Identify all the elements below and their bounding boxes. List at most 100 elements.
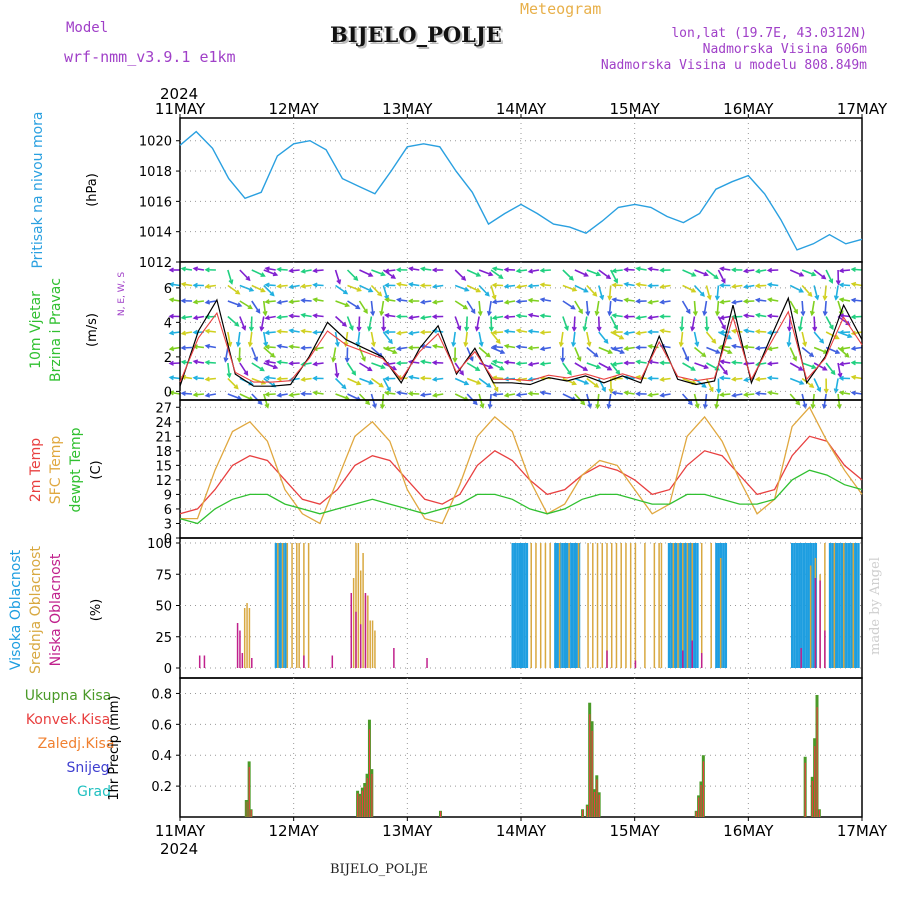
- wind-arrow: [811, 393, 815, 409]
- cloud-mid-bar: [535, 543, 537, 668]
- wind-arrow: [465, 316, 468, 331]
- wind-arrow: [359, 269, 373, 277]
- cloud-mid-bar: [824, 543, 826, 668]
- wind-arrow-head: [431, 392, 438, 398]
- wind-arrow: [334, 362, 339, 377]
- wind-arrow: [851, 268, 863, 271]
- wind-arrow-head: [659, 284, 665, 290]
- wind-arrow: [660, 393, 671, 397]
- temp-ytick-label: 6: [164, 503, 172, 518]
- wind-arrow-head: [262, 310, 268, 317]
- cloud-axis-label-low: Niska Oblacnost: [48, 553, 64, 666]
- wind-arrow-head: [838, 390, 845, 396]
- wind-arrow-head: [635, 330, 641, 336]
- wind-arrow-head: [718, 375, 725, 381]
- cloud-mid-bar: [298, 543, 300, 668]
- wind-arrow: [612, 314, 623, 318]
- wind-arrow-head: [479, 403, 485, 409]
- wind-arrow-head: [276, 299, 282, 305]
- wind-arrow: [586, 300, 589, 316]
- cloud-high-bar: [575, 543, 578, 668]
- wind-arrow-head: [754, 283, 761, 289]
- wind-arrow: [301, 284, 312, 288]
- wind-arrow: [756, 392, 767, 395]
- cloud-mid-bar: [809, 565, 812, 668]
- wind-arrow: [660, 377, 671, 381]
- wind-arrow-head: [623, 390, 629, 396]
- wind-arrow-head: [180, 281, 187, 287]
- wind-arrow: [181, 283, 193, 287]
- wind-arrow-head: [300, 283, 306, 289]
- precip-conv-bar: [593, 791, 596, 817]
- wind-arrow-head: [714, 311, 721, 317]
- cloud-low-bar: [331, 655, 334, 668]
- wind-arrow: [574, 347, 582, 361]
- cloud-mid-bar: [596, 543, 599, 668]
- wind-arrow: [660, 284, 671, 288]
- wind-arrow-head: [384, 268, 390, 274]
- wind-arrow-head: [395, 360, 402, 366]
- wind-arrow: [181, 267, 193, 271]
- wind-arrow-head: [288, 268, 294, 274]
- wind-arrow: [744, 346, 755, 349]
- bottom-xtick-label: 13MAY: [382, 822, 433, 840]
- wind-arrow-head: [247, 341, 253, 348]
- wind-arrow: [516, 269, 528, 272]
- meteogram-label: Meteogram: [520, 0, 602, 18]
- wind-arrow: [505, 393, 516, 397]
- wind-arrow: [624, 268, 635, 271]
- wind-arrow-head: [699, 291, 705, 297]
- wind-arrow: [694, 362, 708, 369]
- cloud-high-bar: [518, 543, 522, 668]
- wind-arrow-head: [344, 357, 350, 363]
- wind-arrow-head: [721, 324, 726, 331]
- wind-arrow-head: [834, 334, 840, 340]
- wind-arrow: [682, 284, 696, 293]
- wind-arrow-head: [312, 268, 318, 274]
- wind-arrow: [789, 377, 804, 385]
- temp-unit: (C): [89, 460, 104, 479]
- wind-arrow-head: [603, 338, 609, 345]
- cloud-mid-bar: [303, 543, 305, 668]
- wind-arrow: [370, 377, 384, 388]
- wind-arrow-head: [276, 266, 282, 273]
- wind-arrow: [636, 331, 647, 335]
- wind-arrow-head: [719, 315, 725, 321]
- wind-arrow: [371, 269, 385, 276]
- wind-arrow: [347, 284, 361, 292]
- wind-arrow-head: [264, 315, 270, 321]
- wind-arrow: [301, 299, 312, 302]
- wind-arrow: [359, 284, 373, 293]
- wind-arrow: [409, 360, 420, 364]
- wind-arrow: [596, 393, 600, 409]
- cloud-mid-bar: [615, 543, 618, 668]
- wind-arrow: [263, 346, 275, 358]
- wind-arrow-head: [488, 271, 494, 277]
- wind-arrow-head: [834, 349, 841, 355]
- wind-arrow-head: [611, 297, 617, 303]
- model-label: Model: [66, 20, 109, 36]
- wind-arrow-head: [679, 326, 685, 332]
- wind-arrow: [574, 393, 585, 405]
- wind-arrow-head: [539, 329, 545, 336]
- wind-arrow: [466, 393, 478, 405]
- cloud-high-bar: [554, 543, 557, 668]
- wind-arrow: [260, 316, 265, 331]
- wind-arrow-head: [499, 349, 506, 354]
- wind-arrow: [787, 331, 792, 347]
- cloud-mid-bar: [374, 630, 376, 668]
- wind-arrow: [478, 377, 491, 388]
- wind-arrow-head: [754, 345, 761, 351]
- wind-arrow-head: [527, 283, 533, 289]
- wind-arrow: [478, 346, 491, 358]
- wind-arrow-head: [431, 314, 438, 320]
- wind-arrow: [301, 269, 312, 273]
- wind-arrow: [265, 300, 276, 303]
- temp-ytick-label: 24: [155, 416, 172, 431]
- wind-arrow: [382, 331, 393, 344]
- wind-arrow: [454, 269, 466, 281]
- wind-arrow-head: [204, 299, 211, 305]
- cloud-mid-bar: [369, 620, 371, 668]
- wind-arrow-head: [647, 314, 653, 320]
- wind-arrow-head: [635, 344, 641, 351]
